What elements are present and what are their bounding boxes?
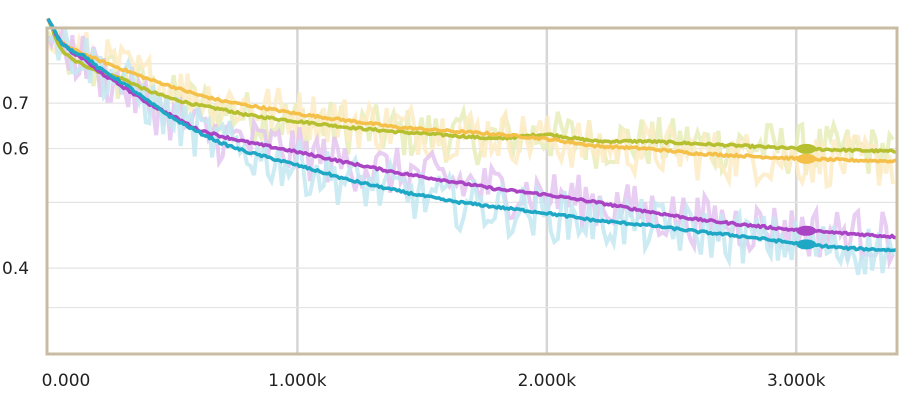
y-tick-label: 0.7 xyxy=(2,94,29,114)
series-hover-marker xyxy=(796,153,817,164)
x-tick-label: 3.000k xyxy=(767,371,826,391)
x-tick-label: 0.000 xyxy=(42,371,91,391)
plot-frame xyxy=(45,26,899,356)
hover-markers xyxy=(796,143,817,250)
x-tick-label: 1.000k xyxy=(268,371,327,391)
series-hover-marker xyxy=(796,225,817,236)
smoothed-series-line xyxy=(46,18,897,164)
smoothed-series-line xyxy=(46,17,897,253)
smoothed-series-line xyxy=(46,17,897,154)
smoothed-series-line xyxy=(46,18,896,240)
y-axis-ticks: 0.4 0.6 0.7 xyxy=(2,94,29,279)
series-hover-marker xyxy=(796,143,817,154)
x-axis-ticks: 0.000 1.000k 2.000k 3.000k xyxy=(42,371,826,391)
y-tick-label: 0.4 xyxy=(2,259,29,279)
smoothed-series-group xyxy=(46,17,897,253)
y-tick-label: 0.6 xyxy=(2,140,29,160)
series-hover-marker xyxy=(796,239,817,250)
x-tick-label: 2.000k xyxy=(518,371,577,391)
